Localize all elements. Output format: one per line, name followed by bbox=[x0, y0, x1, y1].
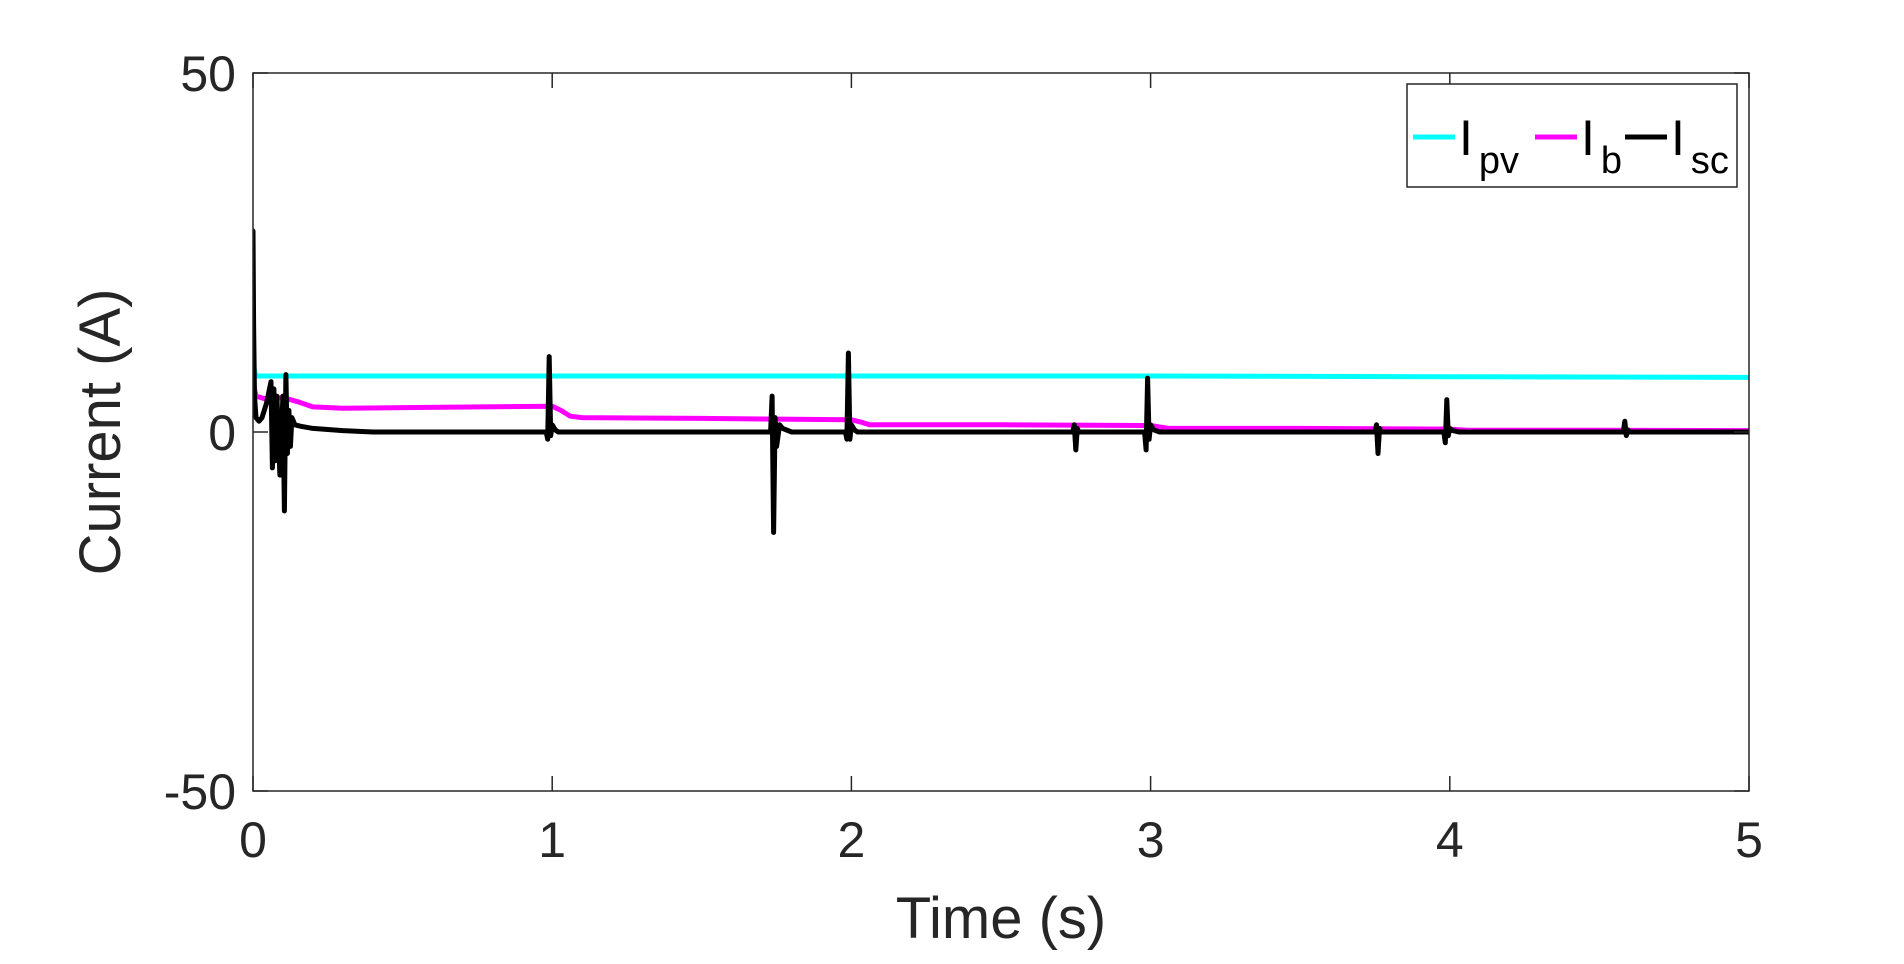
x-tick-label: 2 bbox=[837, 812, 865, 868]
x-tick-label: 0 bbox=[239, 812, 267, 868]
x-tick-label: 4 bbox=[1436, 812, 1464, 868]
legend-label-subscript: sc bbox=[1691, 140, 1729, 182]
series-line-isc bbox=[253, 228, 1749, 535]
legend-label-main: I bbox=[1581, 110, 1595, 166]
y-tick-label: -50 bbox=[164, 764, 236, 820]
y-tick-label: 0 bbox=[208, 405, 236, 461]
legend-label-main: I bbox=[1459, 110, 1473, 166]
y-tick-label: 50 bbox=[180, 46, 236, 102]
x-tick-label: 3 bbox=[1137, 812, 1165, 868]
x-tick-label: 1 bbox=[538, 812, 566, 868]
series-layer bbox=[253, 228, 1749, 535]
legend-label-main: I bbox=[1671, 110, 1685, 166]
legend-label-subscript: pv bbox=[1479, 140, 1519, 182]
x-tick-label: 5 bbox=[1735, 812, 1763, 868]
x-axis-title: Time (s) bbox=[896, 886, 1106, 951]
legend-label-subscript: b bbox=[1601, 140, 1622, 182]
y-axis-title: Current (A) bbox=[68, 289, 133, 576]
